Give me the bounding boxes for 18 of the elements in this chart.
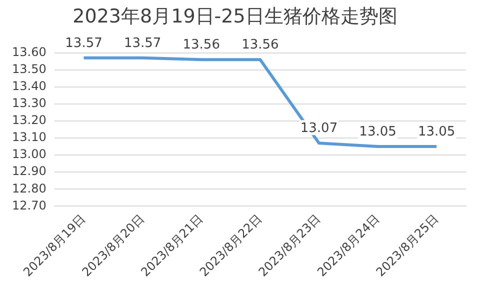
data-label: 13.05 bbox=[418, 124, 456, 140]
data-label: 13.57 bbox=[124, 36, 162, 51]
data-label: 13.07 bbox=[300, 121, 338, 136]
data-label: 13.56 bbox=[182, 37, 220, 52]
y-tick-label: 13.50 bbox=[12, 62, 46, 76]
data-label: 13.57 bbox=[65, 36, 102, 51]
y-tick-label: 12.70 bbox=[12, 198, 46, 212]
y-tick-label: 12.80 bbox=[12, 181, 46, 196]
data-label: 13.56 bbox=[242, 37, 279, 52]
y-tick-label: 13.40 bbox=[12, 79, 46, 94]
y-tick-label: 13.00 bbox=[12, 147, 46, 162]
y-tick-label: 12.90 bbox=[12, 164, 46, 178]
y-tick-label: 13.30 bbox=[12, 96, 46, 110]
y-tick-label: 13.60 bbox=[12, 44, 46, 59]
data-label: 13.05 bbox=[359, 124, 396, 140]
chart-title: 2023年8月19日-25日生猪价格走势图 bbox=[72, 5, 398, 28]
y-tick-label: 13.10 bbox=[12, 130, 46, 144]
y-tick-label: 13.20 bbox=[12, 113, 46, 128]
